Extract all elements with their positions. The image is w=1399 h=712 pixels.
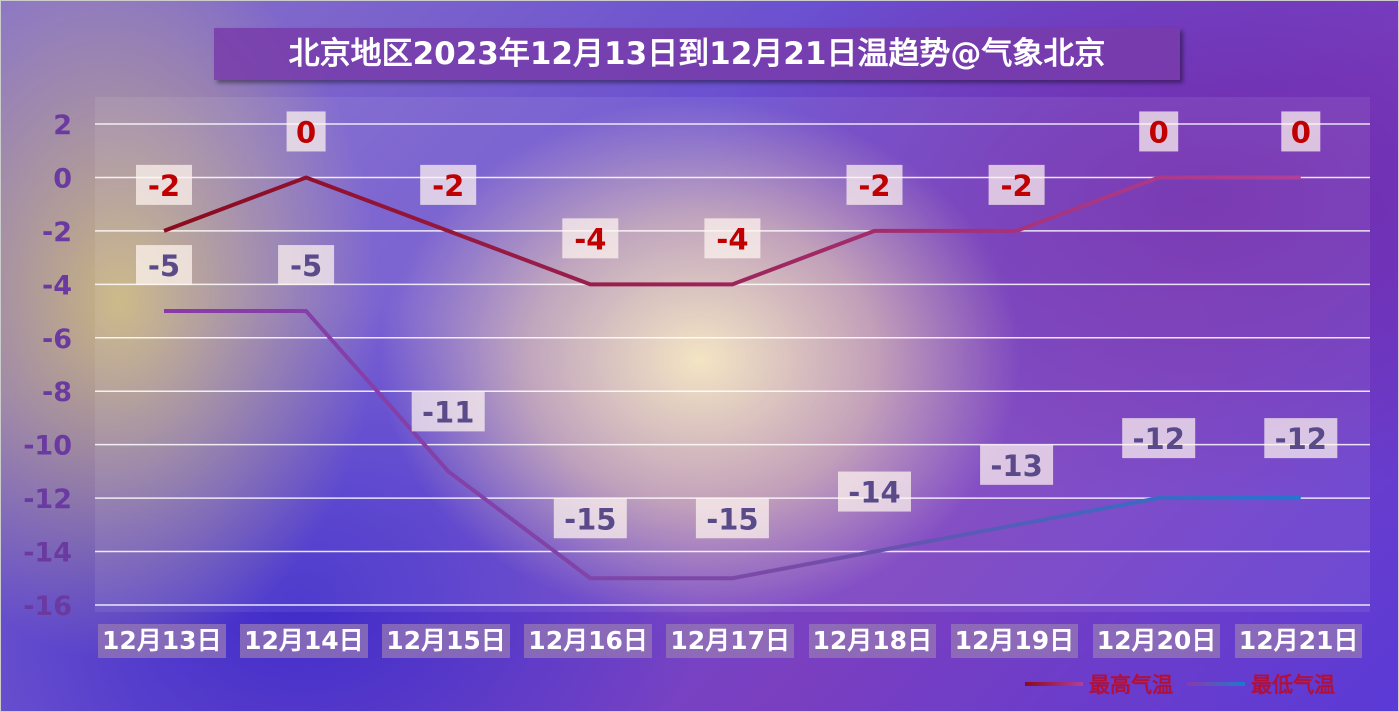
data-label-bg [980, 444, 1054, 485]
data-label-bg [136, 164, 192, 205]
y-tick-label: -10 [23, 431, 72, 462]
data-label-bg [562, 218, 619, 259]
y-tick-label: 0 [53, 163, 72, 194]
x-tick-label: 12月16日 [524, 624, 652, 658]
data-label-bg [846, 164, 903, 205]
data-label-bg [1281, 111, 1321, 152]
data-label-bg [695, 498, 769, 539]
data-label: -15 [564, 502, 616, 536]
x-tick-label: 12月15日 [382, 624, 510, 658]
data-label: -5 [290, 249, 322, 283]
data-label: 0 [296, 115, 316, 149]
data-label-bg [988, 164, 1045, 205]
data-label: -12 [1132, 422, 1184, 456]
data-label-bg [1139, 111, 1179, 152]
x-tick-label: 12月13日 [98, 624, 226, 658]
data-label: -2 [148, 169, 180, 203]
data-label: -2 [432, 169, 464, 203]
data-label-bg [704, 218, 761, 259]
data-label-bg [411, 391, 485, 432]
data-label: -15 [706, 502, 758, 536]
legend-swatch-high [1025, 682, 1083, 686]
x-tick-label: 12月20日 [1092, 624, 1221, 658]
x-tick-label: 12月19日 [950, 624, 1079, 658]
y-tick-label: -12 [23, 484, 72, 515]
y-tick-label: -4 [42, 270, 72, 301]
y-tick-label: -16 [23, 591, 72, 622]
legend-swatch-low [1187, 682, 1245, 686]
data-label: -5 [148, 249, 180, 283]
data-label: -13 [990, 449, 1042, 483]
data-label-bg [420, 164, 477, 205]
data-label-bg [553, 498, 627, 539]
x-tick-label: 12月18日 [808, 624, 937, 658]
y-tick-label: -2 [42, 217, 72, 248]
x-tick-label: 12月14日 [240, 624, 368, 658]
y-tick-label: -14 [23, 538, 72, 569]
data-label: 0 [1291, 115, 1311, 149]
legend: 最高气温 最低气温 [1025, 668, 1335, 700]
x-tick-label: 12月21日 [1234, 624, 1363, 658]
series-line-high [163, 175, 1301, 287]
data-label-bg [136, 245, 192, 286]
legend-label-low: 最低气温 [1251, 673, 1335, 697]
chart-title: 北京地区2023年12月13日到12月21日温趋势@气象北京 [214, 28, 1180, 80]
data-label: -4 [574, 222, 606, 256]
data-label: -2 [858, 169, 890, 203]
y-tick-label: -6 [42, 324, 72, 355]
legend-label-high: 最高气温 [1089, 673, 1173, 697]
data-label: -11 [422, 395, 474, 429]
data-label: -2 [1000, 169, 1032, 203]
series-line-low [164, 309, 1301, 581]
data-label-bg [1122, 418, 1196, 459]
x-tick-label: 12月17日 [666, 624, 794, 658]
data-label-bg [278, 245, 335, 286]
y-tick-label: -8 [42, 377, 72, 408]
data-label: 0 [1149, 115, 1169, 149]
data-label: -4 [716, 222, 748, 256]
data-label: -12 [1275, 422, 1327, 456]
data-label-bg [838, 471, 911, 512]
data-label-bg [286, 111, 326, 152]
data-label-bg [1264, 418, 1338, 459]
y-tick-label: 2 [53, 110, 72, 141]
data-label: -14 [848, 476, 900, 510]
